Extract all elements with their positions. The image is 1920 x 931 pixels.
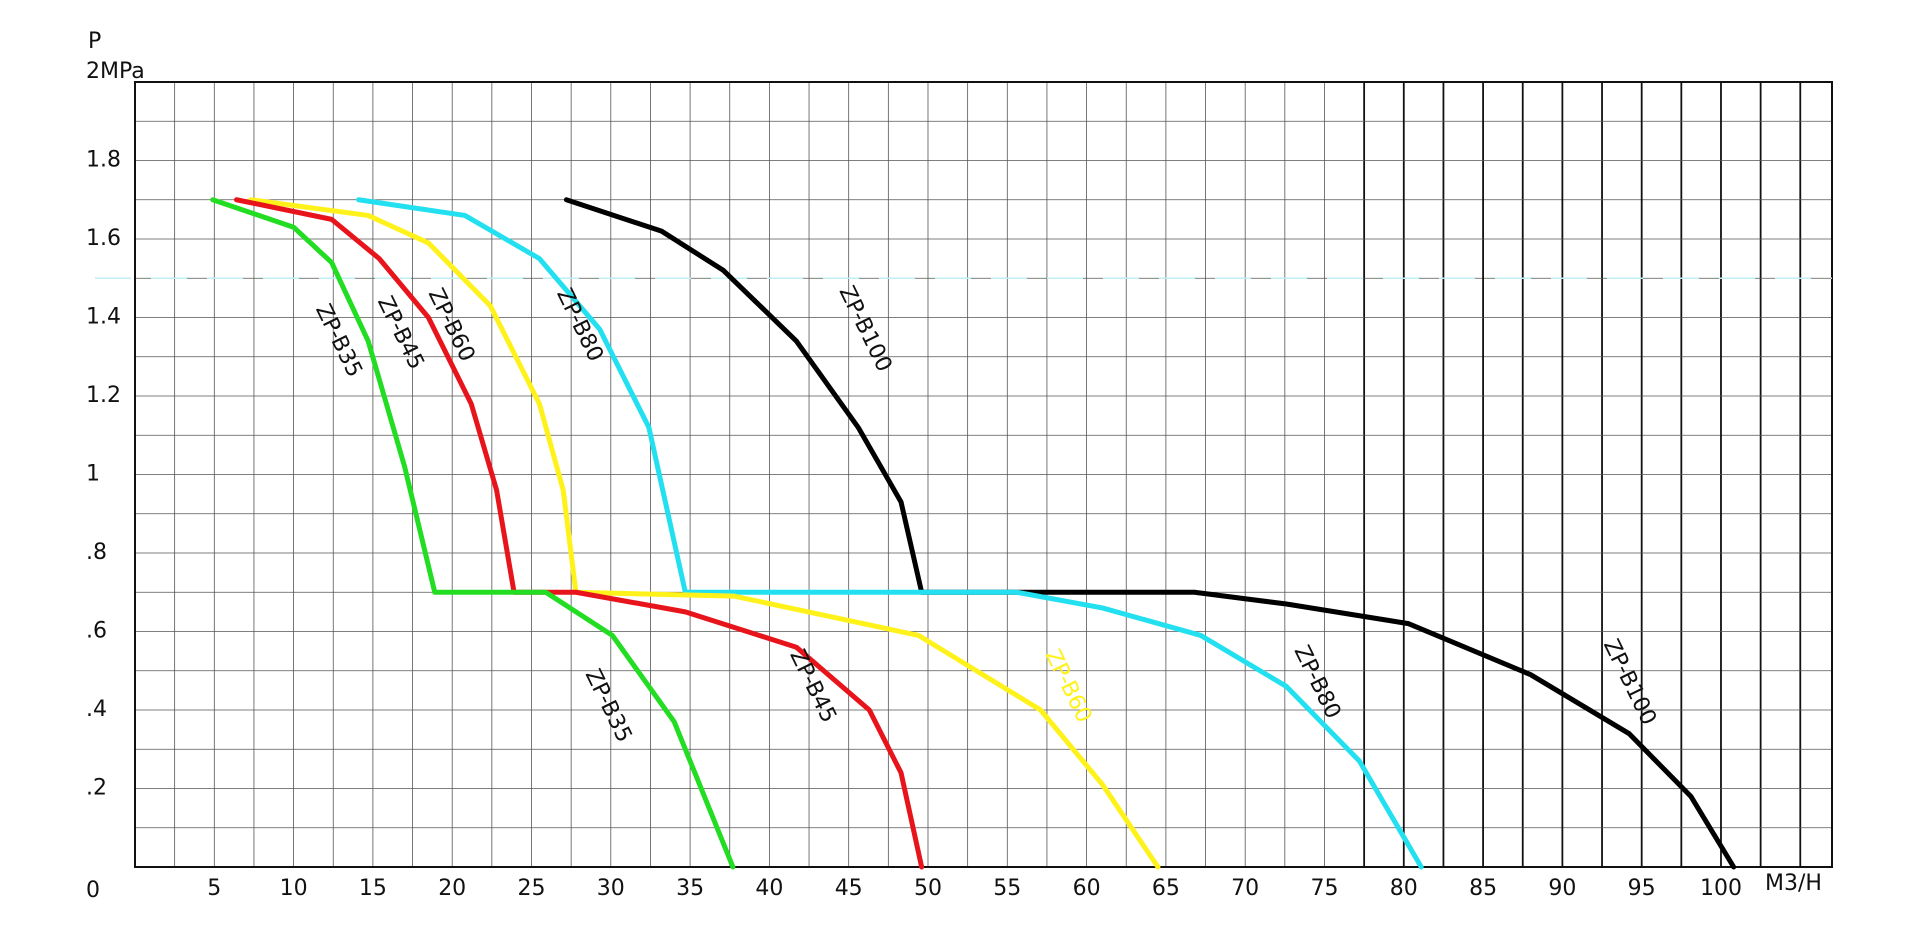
x-tick-label: 100 xyxy=(1700,876,1742,901)
y-tick-label: 1 xyxy=(86,462,100,487)
y-tick-label: .8 xyxy=(86,540,107,565)
x-tick-label: 50 xyxy=(914,876,942,901)
x-tick-label: 70 xyxy=(1231,876,1259,901)
y-tick-label: .6 xyxy=(86,619,107,644)
curve xyxy=(356,197,1424,870)
x-axis-title: M3/H xyxy=(1765,871,1822,896)
curve xyxy=(248,197,1161,870)
y-tick-label: 1.6 xyxy=(86,226,121,251)
x-tick-label: 85 xyxy=(1469,876,1497,901)
x-tick-label: 80 xyxy=(1390,876,1418,901)
curve-label: ZP-B100 xyxy=(1598,635,1661,729)
x-tick-label: 20 xyxy=(438,876,466,901)
y-tick-label: 2MPa xyxy=(86,59,145,84)
x-tick-label: 25 xyxy=(517,876,545,901)
curve-label: ZP-B35 xyxy=(580,665,637,746)
x-tick-label: 75 xyxy=(1310,876,1338,901)
y-tick-label: 1.8 xyxy=(86,148,121,173)
curve-label: ZP-B45 xyxy=(784,646,841,727)
x-tick-label: 95 xyxy=(1628,876,1656,901)
x-tick-label: 5 xyxy=(207,876,221,901)
x-tick-label: 65 xyxy=(1152,876,1180,901)
y-tick-label: 0 xyxy=(86,878,100,903)
curve xyxy=(563,197,1737,870)
x-tick-label: 60 xyxy=(1073,876,1101,901)
y-tick-label: 1.2 xyxy=(86,383,121,408)
x-tick-label: 30 xyxy=(597,876,625,901)
y-axis-title: P xyxy=(88,29,101,54)
curve xyxy=(210,197,736,870)
x-tick-label: 90 xyxy=(1548,876,1576,901)
x-tick-label: 35 xyxy=(676,876,704,901)
y-tick-label: .2 xyxy=(86,776,107,801)
x-tick-label: 45 xyxy=(835,876,863,901)
curve-label: ZP-B80 xyxy=(1289,642,1346,723)
plot-frame xyxy=(134,81,1833,868)
y-tick-label: .4 xyxy=(86,697,107,722)
x-tick-label: 40 xyxy=(755,876,783,901)
curve-label: ZP-B35 xyxy=(310,300,367,381)
y-tick-label: 1.4 xyxy=(86,305,121,330)
x-tick-label: 10 xyxy=(280,876,308,901)
curve-label: ZP-B60 xyxy=(1040,646,1097,727)
x-tick-label: 15 xyxy=(359,876,387,901)
curve-label: ZP-B100 xyxy=(834,282,897,376)
x-tick-label: 55 xyxy=(993,876,1021,901)
